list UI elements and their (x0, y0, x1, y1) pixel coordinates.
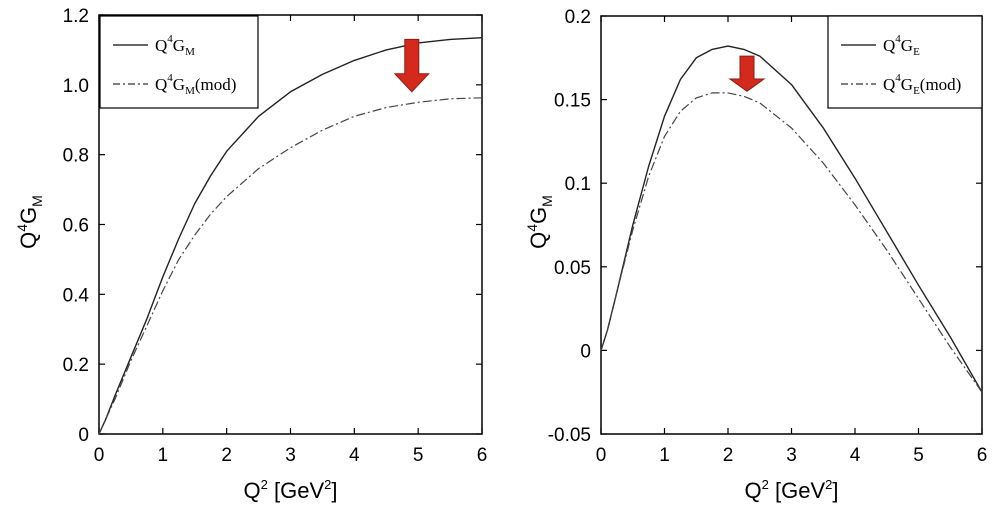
chart-1-x-tick-label: 6 (977, 445, 988, 466)
chart-0-x-tick-label: 5 (413, 445, 424, 466)
chart-1-x-tick-label: 4 (850, 445, 861, 466)
chart-1-y-tick-label: -0.05 (548, 425, 591, 446)
chart-0-x-tick-label: 0 (94, 445, 105, 466)
chart-0-y-tick-label: 0 (78, 425, 89, 446)
chart-1-series-line-mod (600, 92, 983, 393)
chart-1-x-tick-label: 0 (596, 445, 607, 466)
chart-0-series-line-main (98, 37, 483, 435)
chart-0-y-tick-label: 0.2 (63, 355, 89, 376)
chart-0-x-tick-label: 2 (221, 445, 232, 466)
chart-1-y-tick-label: 0 (580, 341, 591, 362)
chart-1-red-arrow (728, 55, 766, 92)
chart-0-y-tick-label: 0.8 (63, 146, 89, 167)
chart-0-x-axis-label: Q2 [GeV2] (244, 477, 338, 503)
chart-0-x-tick-label: 4 (349, 445, 360, 466)
chart-1-series-line-main (600, 45, 983, 393)
chart-0-y-axis-label: Q4GM (14, 195, 45, 249)
chart-0-y-tick-label: 1.0 (63, 76, 89, 97)
chart-1-x-tick-label: 1 (659, 445, 670, 466)
chart-q4gm: 0 1 2 3 4 5 6 0 0.2 0.4 0.6 0.8 1.0 1.2 Q2 [GeV2] Q4GM Q… (14, 6, 487, 503)
chart-1-x-tick-label: 2 (723, 445, 734, 466)
chart-0-legend-label: Q4GM (155, 33, 195, 58)
chart-0-x-tick-label: 1 (158, 445, 169, 466)
chart-1-legend-label: Q4GE (883, 33, 920, 58)
chart-1-y-axis-label: Q4GM (524, 195, 555, 249)
chart-1-y-tick-label: 0.2 (565, 7, 591, 28)
chart-1-x-tick-label: 3 (786, 445, 797, 466)
chart-0-x-tick-label: 6 (477, 445, 488, 466)
chart-0-legend-box (99, 15, 259, 109)
chart-1-x-tick-label: 5 (913, 445, 924, 466)
chart-1-x-axis-label: Q2 [GeV2] (745, 477, 839, 503)
chart-0-series-line-mod (98, 97, 483, 435)
chart-1-y-tick-label: 0.05 (554, 258, 591, 279)
chart-0-y-tick-label: 0.4 (63, 285, 90, 306)
chart-0-y-tick-label: 0.6 (63, 216, 89, 237)
chart-0-x-tick-label: 3 (285, 445, 296, 466)
chart-0-legend-label: Q4GM(mod) (155, 72, 236, 97)
chart-1-y-tick-label: 0.15 (554, 91, 591, 112)
chart-0-red-arrow (393, 38, 430, 93)
chart-1-legend-box (827, 15, 983, 109)
chart-1-y-tick-label: 0.1 (565, 174, 591, 195)
chart-1-legend-label: Q4GE(mod) (883, 72, 961, 97)
chart-0-y-tick-label: 1.2 (63, 6, 89, 27)
